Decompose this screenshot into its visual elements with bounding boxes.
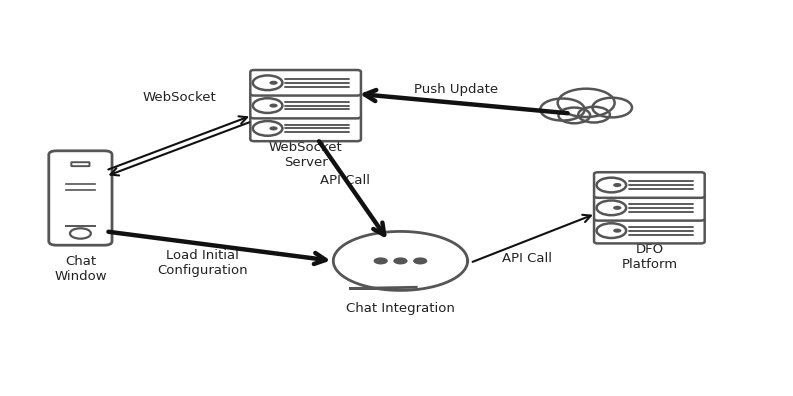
Circle shape bbox=[613, 183, 622, 187]
Text: Chat
Window: Chat Window bbox=[54, 255, 107, 283]
Circle shape bbox=[270, 103, 278, 108]
Circle shape bbox=[270, 81, 278, 85]
FancyBboxPatch shape bbox=[251, 116, 361, 141]
Polygon shape bbox=[349, 287, 416, 288]
Circle shape bbox=[253, 75, 282, 90]
FancyBboxPatch shape bbox=[594, 218, 705, 244]
Circle shape bbox=[613, 206, 622, 210]
Circle shape bbox=[557, 89, 615, 117]
Text: Push Update: Push Update bbox=[414, 84, 498, 96]
Circle shape bbox=[592, 98, 632, 117]
Polygon shape bbox=[333, 231, 468, 290]
Circle shape bbox=[253, 121, 282, 136]
Circle shape bbox=[578, 107, 610, 122]
FancyBboxPatch shape bbox=[71, 162, 90, 166]
Text: WebSocket: WebSocket bbox=[142, 91, 216, 104]
Circle shape bbox=[596, 200, 626, 215]
Text: Load Initial
Configuration: Load Initial Configuration bbox=[158, 249, 248, 277]
Circle shape bbox=[413, 257, 427, 265]
Text: Chat Integration: Chat Integration bbox=[346, 302, 455, 315]
FancyBboxPatch shape bbox=[251, 93, 361, 118]
Circle shape bbox=[253, 98, 282, 113]
FancyBboxPatch shape bbox=[49, 151, 112, 245]
Circle shape bbox=[558, 108, 590, 123]
Text: API Call: API Call bbox=[502, 252, 552, 265]
Circle shape bbox=[613, 228, 622, 233]
FancyBboxPatch shape bbox=[251, 70, 361, 95]
Circle shape bbox=[596, 223, 626, 238]
FancyBboxPatch shape bbox=[594, 195, 705, 221]
Text: API Call: API Call bbox=[320, 174, 370, 187]
Circle shape bbox=[596, 178, 626, 192]
Circle shape bbox=[540, 99, 584, 120]
FancyBboxPatch shape bbox=[594, 172, 705, 198]
Circle shape bbox=[374, 257, 388, 265]
Text: DFO
Platform: DFO Platform bbox=[621, 243, 677, 271]
Text: WebSocket
Server: WebSocket Server bbox=[269, 141, 343, 169]
Circle shape bbox=[70, 228, 91, 239]
Circle shape bbox=[270, 126, 278, 130]
Circle shape bbox=[393, 257, 408, 265]
